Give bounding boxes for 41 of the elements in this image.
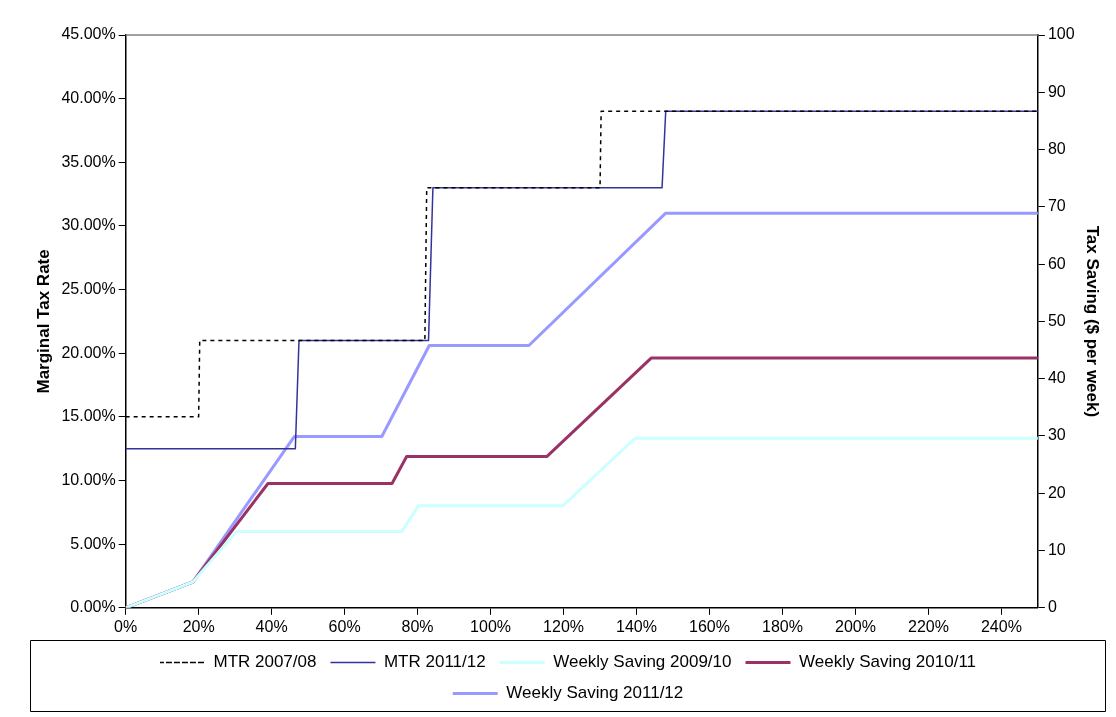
x-tick-label: 140% bbox=[616, 617, 657, 635]
y-tick-label: 20.00% bbox=[61, 343, 116, 361]
y-tick-label: 40.00% bbox=[61, 89, 116, 107]
y2-tick-label: 70 bbox=[1047, 197, 1066, 215]
y2-tick-label: 10 bbox=[1047, 540, 1066, 558]
x-tick-label: 40% bbox=[255, 617, 288, 635]
x-tick-label: 160% bbox=[689, 617, 730, 635]
y2-tick-label: 40 bbox=[1047, 369, 1066, 387]
y2-axis-title: Tax Saving ($ per week) bbox=[1083, 225, 1103, 418]
y-axis-title: Marginal Tax Rate bbox=[33, 249, 53, 394]
y-tick-label: 35.00% bbox=[61, 152, 116, 170]
y2-tick-label: 30 bbox=[1047, 426, 1066, 444]
x-tick-label: 220% bbox=[907, 617, 949, 635]
y-tick-label: 0.00% bbox=[70, 598, 116, 616]
x-tick-label: 80% bbox=[401, 617, 434, 635]
x-tick-label: 240% bbox=[980, 617, 1022, 635]
y2-tick-label: 60 bbox=[1047, 254, 1066, 272]
legend-label: MTR 2011/12 bbox=[383, 652, 486, 672]
y2-tick-label: 0 bbox=[1047, 598, 1057, 616]
y-tick-label: 15.00% bbox=[61, 407, 116, 425]
y2-tick-label: 100 bbox=[1047, 25, 1075, 43]
x-tick-label: 120% bbox=[543, 617, 584, 635]
x-tick-label: 60% bbox=[328, 617, 361, 635]
x-tick-label: 100% bbox=[470, 617, 512, 635]
legend-label: Weekly Saving 2011/12 bbox=[506, 683, 684, 703]
legend-label: Weekly Saving 2009/10 bbox=[553, 652, 732, 672]
y-tick-label: 30.00% bbox=[61, 216, 116, 234]
legend-label: MTR 2007/08 bbox=[213, 652, 317, 672]
y2-tick-label: 50 bbox=[1047, 311, 1066, 329]
y2-tick-label: 20 bbox=[1047, 483, 1066, 501]
y-tick-label: 5.00% bbox=[70, 534, 116, 552]
y2-tick-label: 90 bbox=[1047, 82, 1066, 100]
y-tick-label: 25.00% bbox=[61, 279, 116, 297]
x-tick-label: 180% bbox=[762, 617, 803, 635]
y-tick-label: 10.00% bbox=[61, 470, 116, 488]
legend-label: Weekly Saving 2010/11 bbox=[799, 652, 977, 672]
y2-tick-label: 80 bbox=[1047, 139, 1066, 157]
x-tick-label: 20% bbox=[182, 617, 215, 635]
x-tick-label: 200% bbox=[835, 617, 876, 635]
x-tick-label: 0% bbox=[114, 617, 138, 635]
y-tick-label: 45.00% bbox=[61, 25, 116, 43]
